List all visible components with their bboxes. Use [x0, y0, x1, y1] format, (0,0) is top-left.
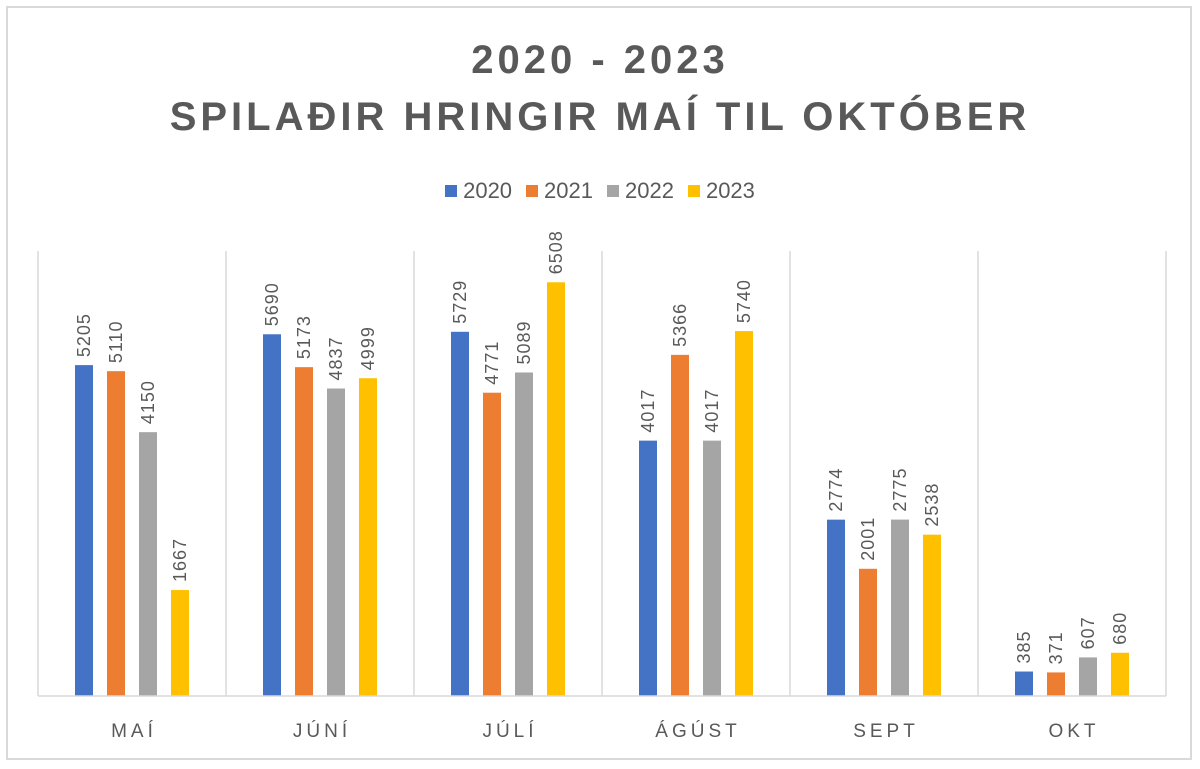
data-label-2022-sept: 2775 [890, 468, 910, 512]
data-label-2022-okt: 607 [1078, 616, 1098, 649]
chart-frame [6, 6, 1192, 760]
data-label-2020-júlí: 5729 [450, 280, 470, 324]
category-label-2: JÚLÍ [482, 720, 537, 742]
data-label-2021-maí: 5110 [106, 320, 126, 363]
bar-2023-okt [1111, 652, 1129, 696]
legend-item-2023: 2023 [687, 178, 755, 204]
data-label-2021-ágúst: 5366 [670, 303, 690, 347]
bar-2021-maí [107, 371, 125, 696]
data-label-2022-maí: 4150 [138, 380, 158, 424]
data-label-2021-sept: 2001 [858, 517, 878, 561]
legend-swatch-2020 [445, 185, 458, 197]
bar-2023-júlí [547, 282, 565, 696]
data-label-2021-júlí: 4771 [482, 341, 502, 385]
data-label-2020-okt: 385 [1014, 630, 1034, 663]
data-label-2022-júní: 4837 [326, 336, 346, 380]
bar-2020-júní [263, 334, 281, 696]
bar-2020-ágúst [639, 440, 657, 696]
data-label-2023-júní: 4999 [358, 326, 378, 370]
category-label-0: MAÍ [111, 721, 157, 742]
data-label-2023-ágúst: 5740 [734, 279, 754, 323]
bar-2023-júní [359, 378, 377, 696]
bar-2022-júní [327, 388, 345, 696]
data-label-2020-ágúst: 4017 [638, 389, 658, 433]
bar-2022-maí [139, 432, 157, 696]
legend-swatch-2022 [607, 185, 619, 197]
data-label-2021-júní: 5173 [294, 315, 314, 359]
bar-2023-sept [923, 534, 941, 696]
bar-2022-sept [891, 519, 909, 696]
category-label-3: ÁGÚST [655, 720, 740, 742]
bar-2020-maí [75, 365, 93, 696]
legend-label-2021: 2021 [544, 178, 593, 203]
legend-swatch-2023 [687, 185, 700, 197]
data-label-2022-ágúst: 4017 [702, 389, 722, 433]
bar-2021-sept [859, 568, 877, 696]
category-label-1: JÚNÍ [293, 720, 351, 742]
bar-2021-ágúst [671, 354, 689, 696]
legend-item-2022: 2022 [607, 178, 674, 204]
legend-item-2020: 2020 [445, 178, 512, 204]
legend-item-2021: 2021 [526, 178, 593, 204]
bar-2023-ágúst [735, 331, 753, 696]
bar-2020-okt [1015, 671, 1033, 696]
legend-swatch-2021 [526, 185, 539, 197]
data-label-2022-júlí: 5089 [514, 320, 534, 364]
bar-2022-júlí [515, 372, 533, 696]
bar-2023-maí [171, 590, 189, 696]
category-label-4: SEPT [853, 721, 919, 742]
data-label-2020-júní: 5690 [262, 282, 282, 326]
legend-label-2020: 2020 [463, 178, 513, 203]
legend-label-2022: 2022 [625, 178, 674, 203]
chart-title-line-2: SPILAÐIR HRINGIR MAÍ TIL OKTÓBER [169, 95, 1031, 139]
bar-2020-júlí [451, 331, 469, 696]
data-label-2023-okt: 680 [1110, 612, 1130, 645]
data-label-2021-okt: 371 [1046, 631, 1066, 664]
category-label-5: OKT [1048, 721, 1099, 742]
legend-label-2023: 2023 [705, 178, 755, 203]
bar-2021-okt [1047, 672, 1065, 696]
chart-title-line-1: 2020 - 2023 [471, 38, 729, 82]
data-label-2020-maí: 5205 [74, 313, 94, 357]
data-label-2023-sept: 2538 [922, 483, 942, 527]
data-label-2023-júlí: 6508 [546, 230, 566, 274]
bar-2022-okt [1079, 657, 1097, 696]
bar-2020-sept [827, 519, 845, 696]
chart-legend: 2020 2021 2022 2023 [0, 178, 1200, 204]
data-label-2023-maí: 1667 [170, 538, 190, 582]
data-label-2020-sept: 2774 [826, 468, 846, 512]
bar-2022-ágúst [703, 440, 721, 696]
bar-2021-júlí [483, 392, 501, 696]
bar-2021-júní [295, 367, 313, 696]
